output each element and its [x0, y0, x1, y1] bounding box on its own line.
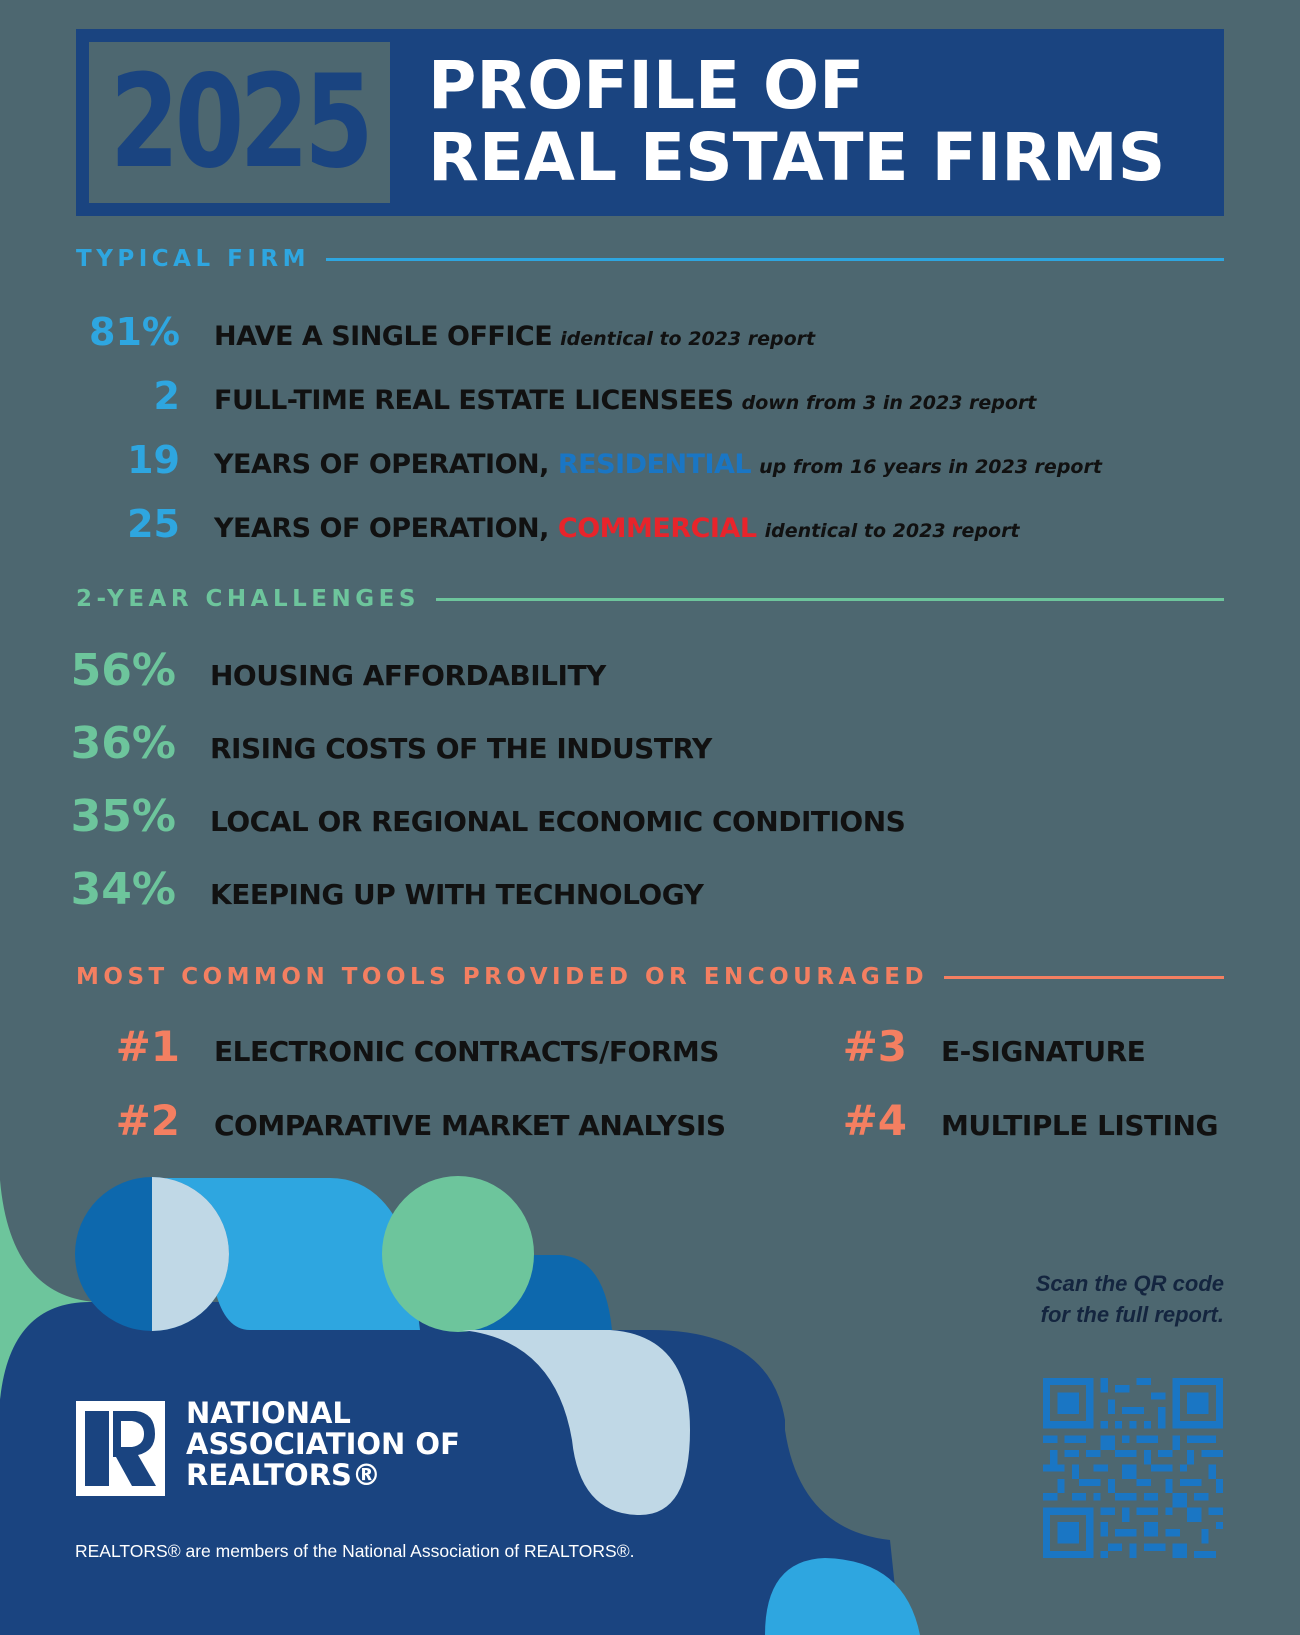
org-line-1: NATIONAL	[186, 1396, 351, 1430]
section-divider	[325, 257, 1224, 261]
tool-item: #1 ELECTRONIC CONTRACTS/FORMS	[0, 1022, 720, 1071]
section-typical-firm-heading: TYPICAL FIRM	[76, 246, 1224, 272]
tool-rank: #3	[842, 1022, 907, 1071]
residential-highlight: RESIDENTIAL	[557, 449, 752, 480]
year-label: 2025	[109, 48, 374, 197]
decorative-shapes	[0, 1176, 920, 1635]
challenge-row: 34% KEEPING UP WITH TECHNOLOGY	[0, 864, 704, 915]
scan-line-2: for the full report.	[1040, 1302, 1224, 1327]
year-box: 2025	[89, 42, 390, 203]
disclaimer-text: REALTORS® are members of the National As…	[75, 1541, 635, 1561]
section-title: TYPICAL FIRM	[76, 246, 310, 272]
scan-prompt: Scan the QR code for the full report.	[1036, 1268, 1224, 1330]
stat-label: HAVE A SINGLE OFFICE	[214, 321, 553, 352]
stat-label: YEARS OF OPERATION,	[214, 449, 549, 480]
stat-note: up from 16 years in 2023 report	[759, 456, 1102, 478]
challenge-row: 56% HOUSING AFFORDABILITY	[0, 645, 607, 696]
title-line-1: PROFILE OF	[428, 47, 865, 124]
org-line-3: REALTORS®	[186, 1458, 381, 1492]
tool-item: #4 MULTIPLE LISTING	[727, 1096, 1219, 1145]
stat-label: FULL-TIME REAL ESTATE LICENSEES	[214, 385, 734, 416]
challenge-value: 34%	[70, 864, 176, 915]
tool-rank: #2	[115, 1096, 180, 1145]
section-challenges-heading: 2-YEAR CHALLENGES	[76, 586, 1224, 612]
org-line-2: ASSOCIATION OF	[186, 1427, 460, 1461]
stat-note: down from 3 in 2023 report	[741, 392, 1037, 414]
realtor-r-logo-icon	[76, 1401, 165, 1496]
stat-note: identical to 2023 report	[560, 328, 816, 350]
tool-label: COMPARATIVE MARKET ANALYSIS	[214, 1109, 726, 1142]
tool-label: E-SIGNATURE	[941, 1035, 1146, 1068]
stat-value: 81%	[89, 310, 180, 354]
commercial-highlight: COMMERCIAL	[557, 513, 757, 544]
stat-row: 2 FULL-TIME REAL ESTATE LICENSEES down f…	[0, 374, 1037, 418]
challenge-value: 56%	[70, 645, 176, 696]
header-banner: 2025 PROFILE OF REAL ESTATE FIRMS	[76, 29, 1224, 216]
stat-value: 2	[153, 374, 180, 418]
stat-row: 25 YEARS OF OPERATION, COMMERCIAL identi…	[0, 502, 1020, 546]
challenge-row: 35% LOCAL OR REGIONAL ECONOMIC CONDITION…	[0, 791, 906, 842]
section-tools-heading: MOST COMMON TOOLS PROVIDED OR ENCOURAGED	[76, 964, 1224, 990]
stat-value: 19	[127, 438, 180, 482]
stat-note: identical to 2023 report	[764, 520, 1020, 542]
challenge-label: HOUSING AFFORDABILITY	[210, 659, 606, 692]
section-divider	[435, 597, 1224, 601]
challenge-row: 36% RISING COSTS OF THE INDUSTRY	[0, 718, 713, 769]
organization-name: NATIONAL ASSOCIATION OF REALTORS®	[186, 1398, 460, 1491]
stat-label: YEARS OF OPERATION,	[214, 513, 549, 544]
stat-row: 81% HAVE A SINGLE OFFICE identical to 20…	[0, 310, 815, 354]
challenge-value: 35%	[70, 791, 176, 842]
scan-line-1: Scan the QR code	[1035, 1271, 1224, 1296]
tool-item: #2 COMPARATIVE MARKET ANALYSIS	[0, 1096, 726, 1145]
tool-label: ELECTRONIC CONTRACTS/FORMS	[214, 1035, 719, 1068]
section-title: MOST COMMON TOOLS PROVIDED OR ENCOURAGED	[76, 964, 929, 990]
title-line-2: REAL ESTATE FIRMS	[428, 119, 1166, 196]
stat-value: 25	[127, 502, 180, 546]
challenge-label: RISING COSTS OF THE INDUSTRY	[210, 732, 712, 765]
challenge-label: KEEPING UP WITH TECHNOLOGY	[210, 878, 704, 911]
tool-rank: #4	[842, 1096, 907, 1145]
tool-rank: #1	[115, 1022, 180, 1071]
tool-item: #3 E-SIGNATURE	[727, 1022, 1146, 1071]
challenge-value: 36%	[70, 718, 176, 769]
stat-row: 19 YEARS OF OPERATION, RESIDENTIAL up fr…	[0, 438, 1102, 482]
qr-code-icon[interactable]	[1043, 1378, 1223, 1558]
section-divider	[944, 975, 1224, 979]
tool-label: MULTIPLE LISTING	[941, 1109, 1218, 1142]
section-title: 2-YEAR CHALLENGES	[76, 586, 420, 612]
challenge-label: LOCAL OR REGIONAL ECONOMIC CONDITIONS	[210, 805, 906, 838]
